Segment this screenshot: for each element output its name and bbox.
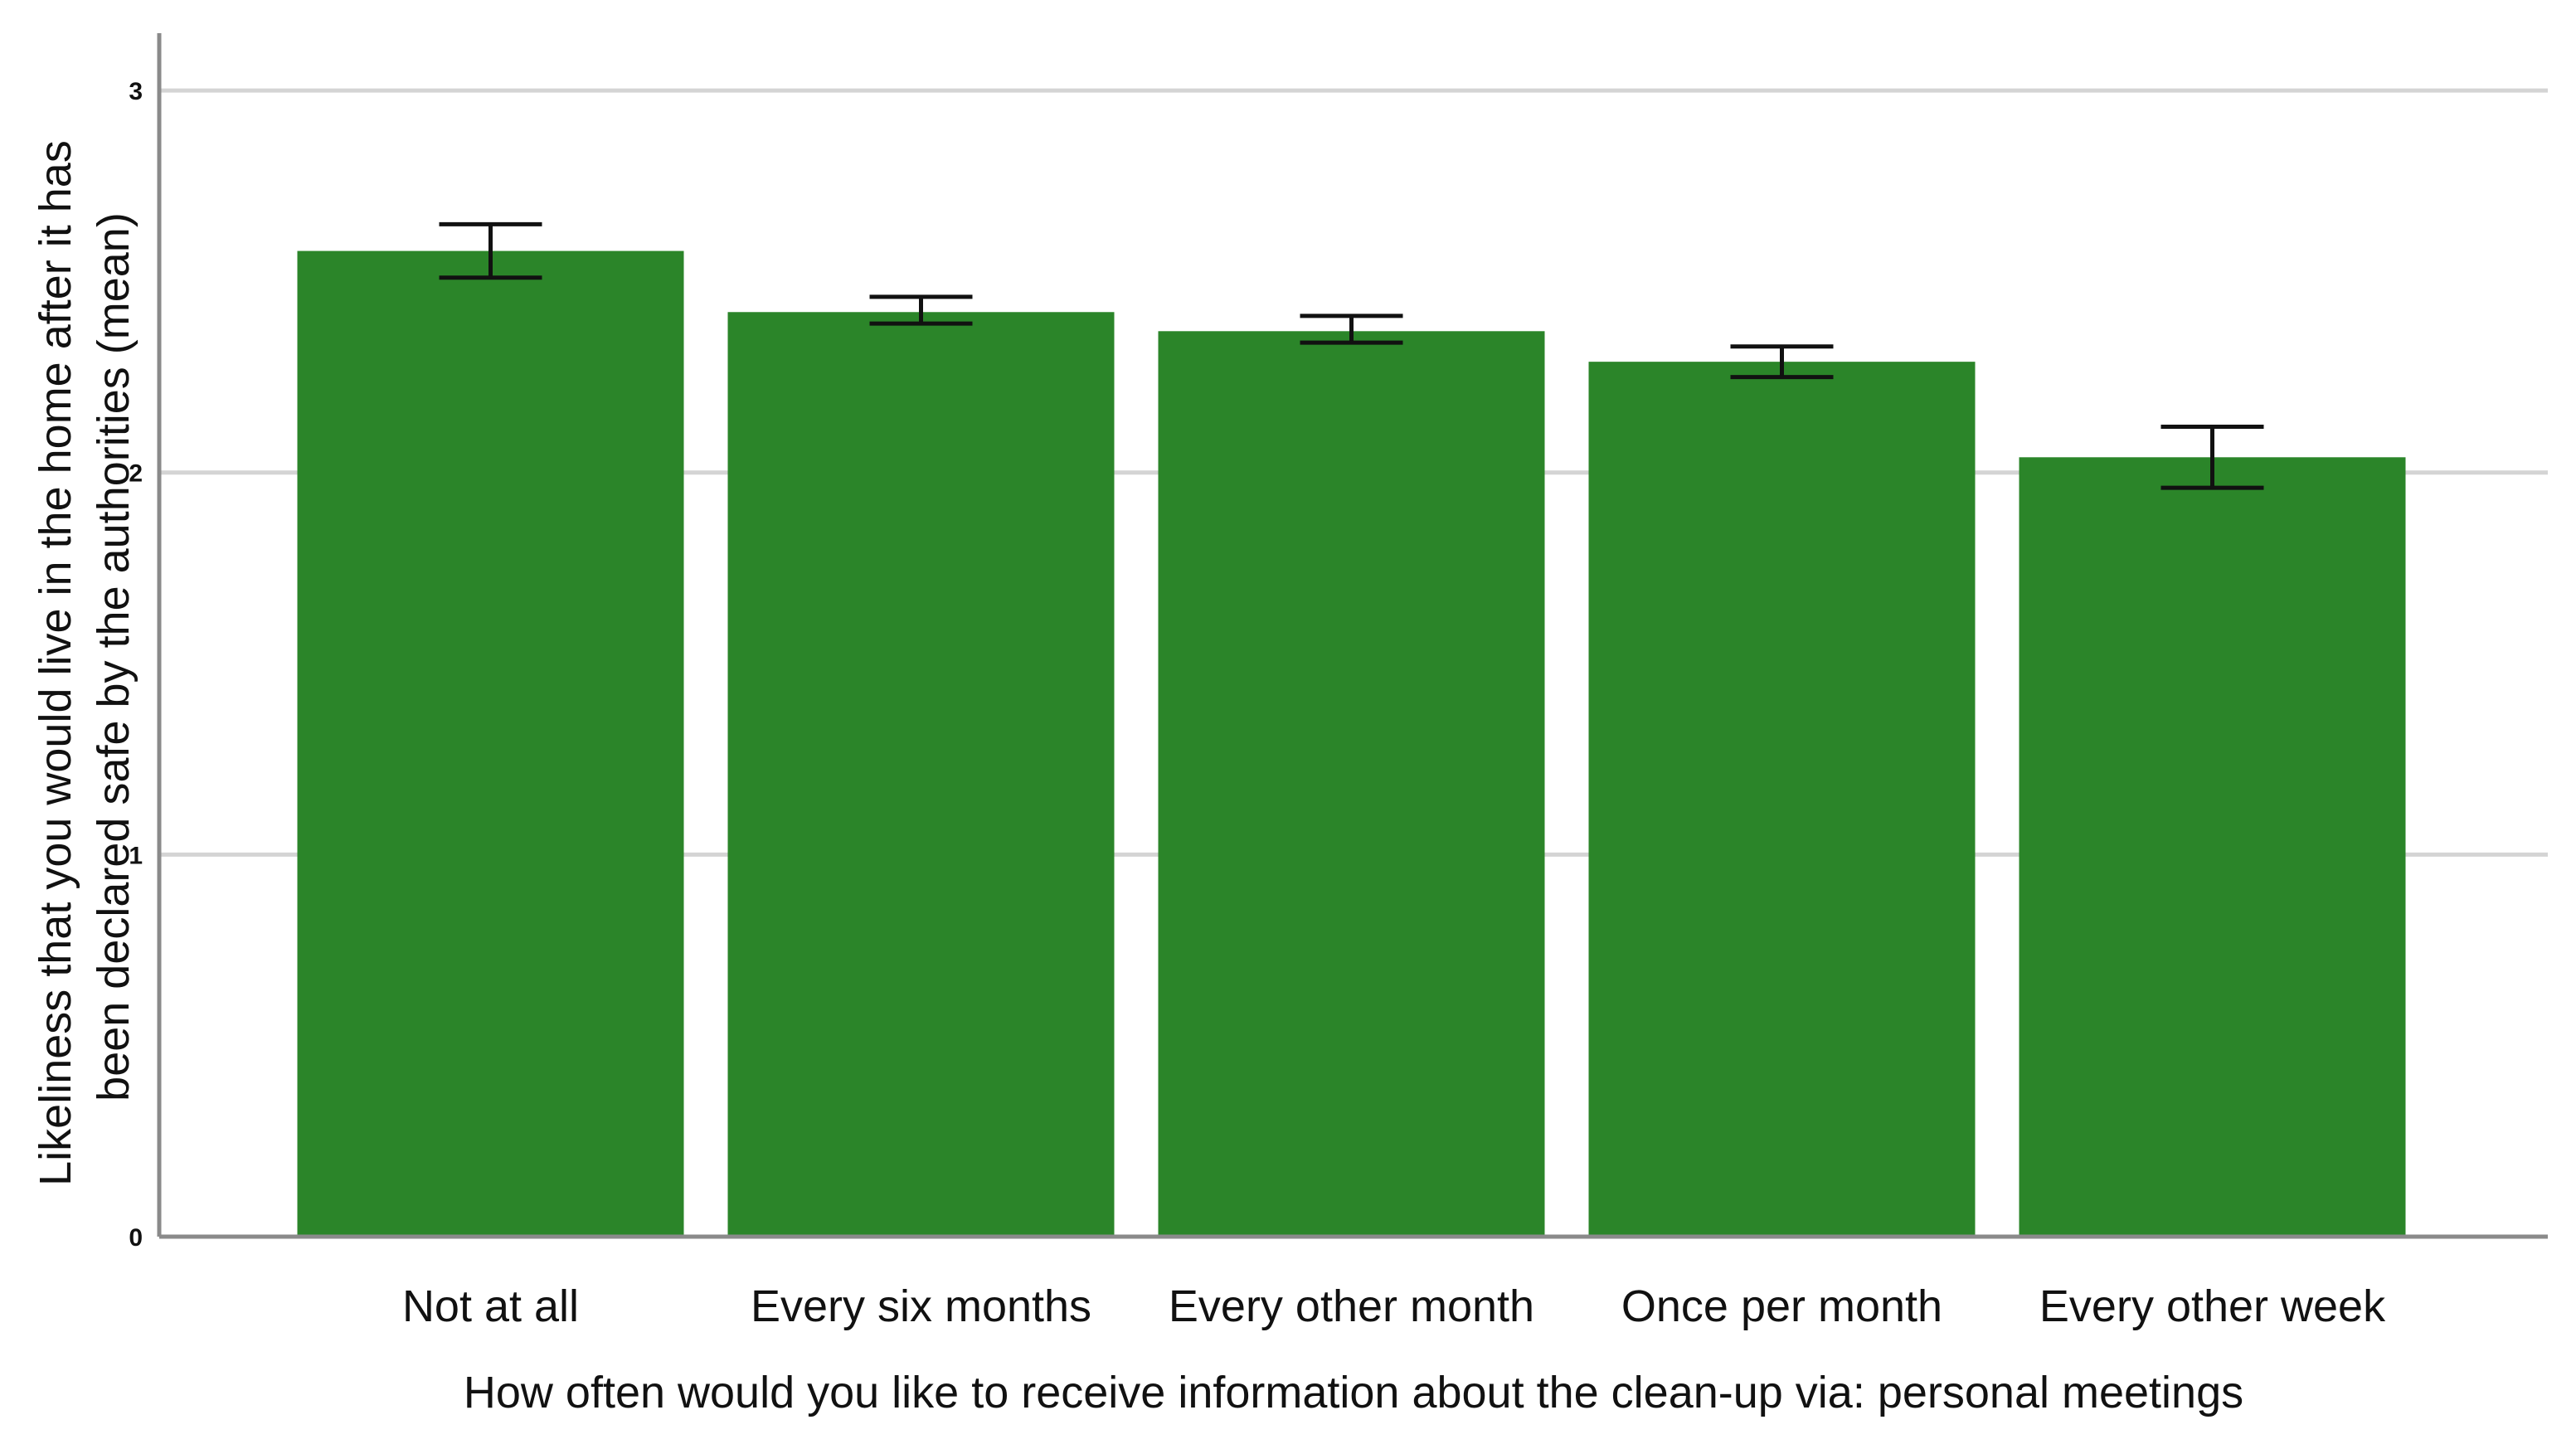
y-tick-label-3: 3 [129,78,143,105]
x-category-labels: Not at all Every six months Every other mo… [402,1281,2386,1331]
bar-2 [727,312,1115,1237]
bar-5 [2019,457,2406,1237]
y-axis-title-line-2: been declared safe by the authorities (m… [89,212,139,1101]
x-category-label-2: Every six months [751,1281,1091,1331]
bar-4 [1588,362,1976,1237]
bars [297,250,2406,1237]
x-category-label-1: Not at all [402,1281,579,1331]
y-tick-label-0: 0 [129,1224,143,1252]
y-tick-label-1: 1 [129,842,143,869]
x-category-label-5: Every other week [2039,1281,2386,1331]
y-axis-title-line-1: Likeliness that you would live in the ho… [31,140,80,1186]
error-bars [439,221,2264,490]
x-category-label-4: Once per month [1621,1281,1942,1331]
y-axis-title: Likeliness that you would live in the ho… [31,128,139,1186]
y-tick-labels: 0 1 2 3 [129,78,143,1252]
x-category-label-3: Every other month [1169,1281,1534,1331]
bar-1 [297,250,684,1237]
y-tick-label-2: 2 [129,460,143,488]
bar-3 [1158,331,1545,1237]
x-axis-title: How often would you like to receive info… [464,1368,2243,1417]
